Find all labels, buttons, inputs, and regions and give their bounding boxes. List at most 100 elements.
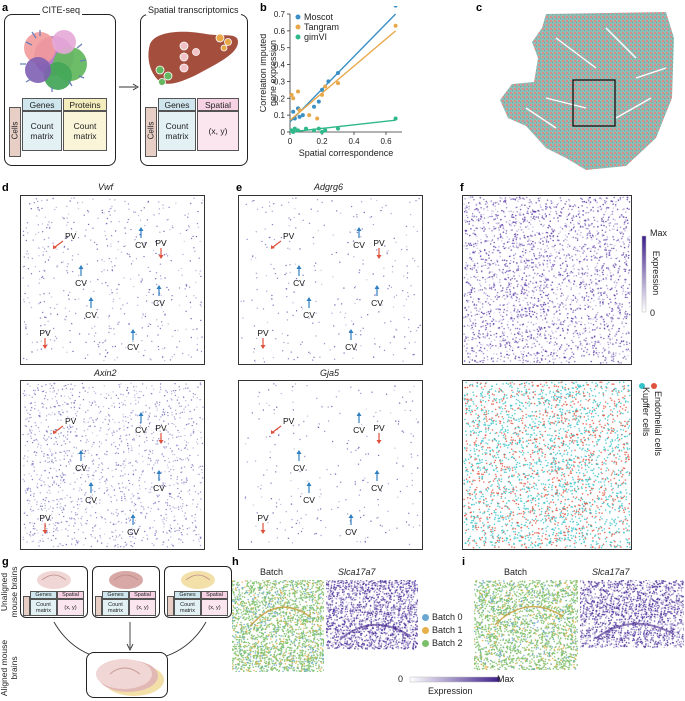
count-matrix: Count matrix — [102, 599, 129, 616]
x-tick-label: 0.6 — [380, 137, 392, 146]
spatial-header: Spatial — [201, 591, 228, 599]
genes-header: Genes — [174, 591, 201, 599]
point-gimvi — [394, 117, 398, 121]
svg-text:CV: CV — [303, 495, 315, 505]
cv-annotation: CV — [85, 482, 97, 505]
panel-label-d: d — [2, 182, 9, 194]
pv-annotation: PV — [39, 513, 51, 534]
cv-annotation: CV — [127, 514, 139, 537]
cells-text-a1: Cells — [11, 106, 20, 156]
aligned-label: Aligned mouse brains — [0, 635, 19, 701]
point-moscot — [326, 79, 330, 83]
batch-legend-label: Batch 0 — [432, 612, 463, 622]
legend-label-gimvi: gimVI — [304, 32, 327, 42]
svg-text:PV: PV — [39, 328, 51, 338]
spatial-header: Spatial — [129, 591, 156, 599]
f-cbar-max: Max — [650, 228, 667, 238]
cv-annotation: CV — [135, 227, 147, 250]
point-gimvi — [336, 127, 340, 131]
pv-annotation: PV — [257, 328, 269, 349]
hi-cbar-title: Expression — [428, 686, 473, 696]
hi-cbar-min: 0 — [398, 674, 403, 684]
point-tangram — [394, 24, 398, 28]
legend-kupffer: Kupffer cells — [641, 387, 651, 463]
unaligned-label: Unaligned mouse brains — [0, 559, 19, 625]
f-cbar-min: 0 — [650, 308, 655, 318]
y-axis-label: Correlation imputedgene expression — [260, 34, 278, 113]
x-tick-label: 0.4 — [348, 137, 360, 146]
svg-text:PV: PV — [155, 423, 167, 433]
h-batch-plot — [232, 580, 324, 672]
genes-header-a1: Genes — [22, 98, 62, 111]
xy-cell: (x, y) — [201, 599, 228, 616]
x-tick-label: 0 — [288, 137, 293, 146]
point-tangram — [296, 90, 300, 94]
pv-annotation: PV — [373, 238, 385, 259]
cite-seq-title: CITE-seq — [40, 5, 82, 15]
cv-annotation: CV — [153, 285, 165, 308]
i-batch-title: Batch — [504, 567, 527, 577]
f-cbar-title: Expression — [651, 243, 661, 303]
point-moscot — [301, 113, 305, 117]
spatial-header-a2: Spatial — [197, 98, 239, 111]
genes-header: Genes — [102, 591, 129, 599]
point-tangram — [315, 117, 319, 121]
h-gene-plot — [326, 580, 418, 672]
fit-line-tangram — [290, 31, 396, 120]
point-tangram — [323, 84, 327, 88]
point-tangram — [307, 113, 311, 117]
endothelial-marker — [651, 383, 657, 389]
pv-annotation: PV — [155, 238, 167, 259]
liver-illustration — [146, 24, 242, 92]
panel-label-c: c — [476, 2, 482, 14]
svg-text:PV: PV — [257, 328, 269, 338]
count-matrix-a2: Count matrix — [158, 111, 196, 151]
svg-text:CV: CV — [345, 342, 357, 352]
batch-legend-marker — [422, 614, 429, 621]
point-tangram — [291, 96, 295, 100]
point-moscot — [312, 105, 316, 109]
tissue-shape — [500, 12, 674, 170]
i-batch-plot — [474, 580, 578, 670]
svg-text:CV: CV — [371, 483, 383, 493]
cv-annotation: CV — [127, 329, 139, 352]
cv-annotation: CV — [293, 265, 305, 288]
spatial-transcriptomics-title: Spatial transcriptomics — [146, 5, 241, 15]
point-gimvi — [312, 128, 316, 132]
svg-text:PV: PV — [373, 238, 385, 248]
gene-title-adgrg6: Adgrg6 — [314, 182, 343, 192]
cv-annotation: CV — [303, 482, 315, 505]
point-tangram — [298, 108, 302, 112]
svg-text:CV: CV — [371, 298, 383, 308]
liver-tissue-overview — [486, 8, 682, 174]
legend-endothelial: Endothelial cells — [653, 391, 663, 467]
svg-text:CV: CV — [127, 527, 139, 537]
i-gene-plot — [580, 580, 684, 670]
cells-cell — [23, 596, 30, 616]
svg-text:PV: PV — [155, 238, 167, 248]
legend-label-moscot: Moscot — [304, 12, 334, 22]
svg-text:CV: CV — [293, 278, 305, 288]
cells-cell — [167, 596, 174, 616]
svg-text:PV: PV — [65, 231, 77, 241]
point-gimvi — [304, 127, 308, 131]
gene-title-vwf: Vwf — [98, 182, 113, 192]
svg-text:PV: PV — [283, 231, 295, 241]
svg-text:CV: CV — [135, 240, 147, 250]
cv-annotation: CV — [345, 514, 357, 537]
point-moscot — [336, 71, 340, 75]
pv-annotation: PV — [39, 328, 51, 349]
brain-icon — [34, 568, 74, 590]
legend-marker-gimvi — [296, 35, 301, 40]
svg-text:CV: CV — [293, 463, 305, 473]
spatial-header: Spatial — [57, 591, 84, 599]
expression-tissue-plot — [462, 195, 632, 365]
svg-text:CV: CV — [353, 240, 365, 250]
batch-legend-marker — [422, 640, 429, 647]
cv-annotation: CV — [353, 227, 365, 250]
x-tick-label: 0.2 — [316, 137, 328, 146]
